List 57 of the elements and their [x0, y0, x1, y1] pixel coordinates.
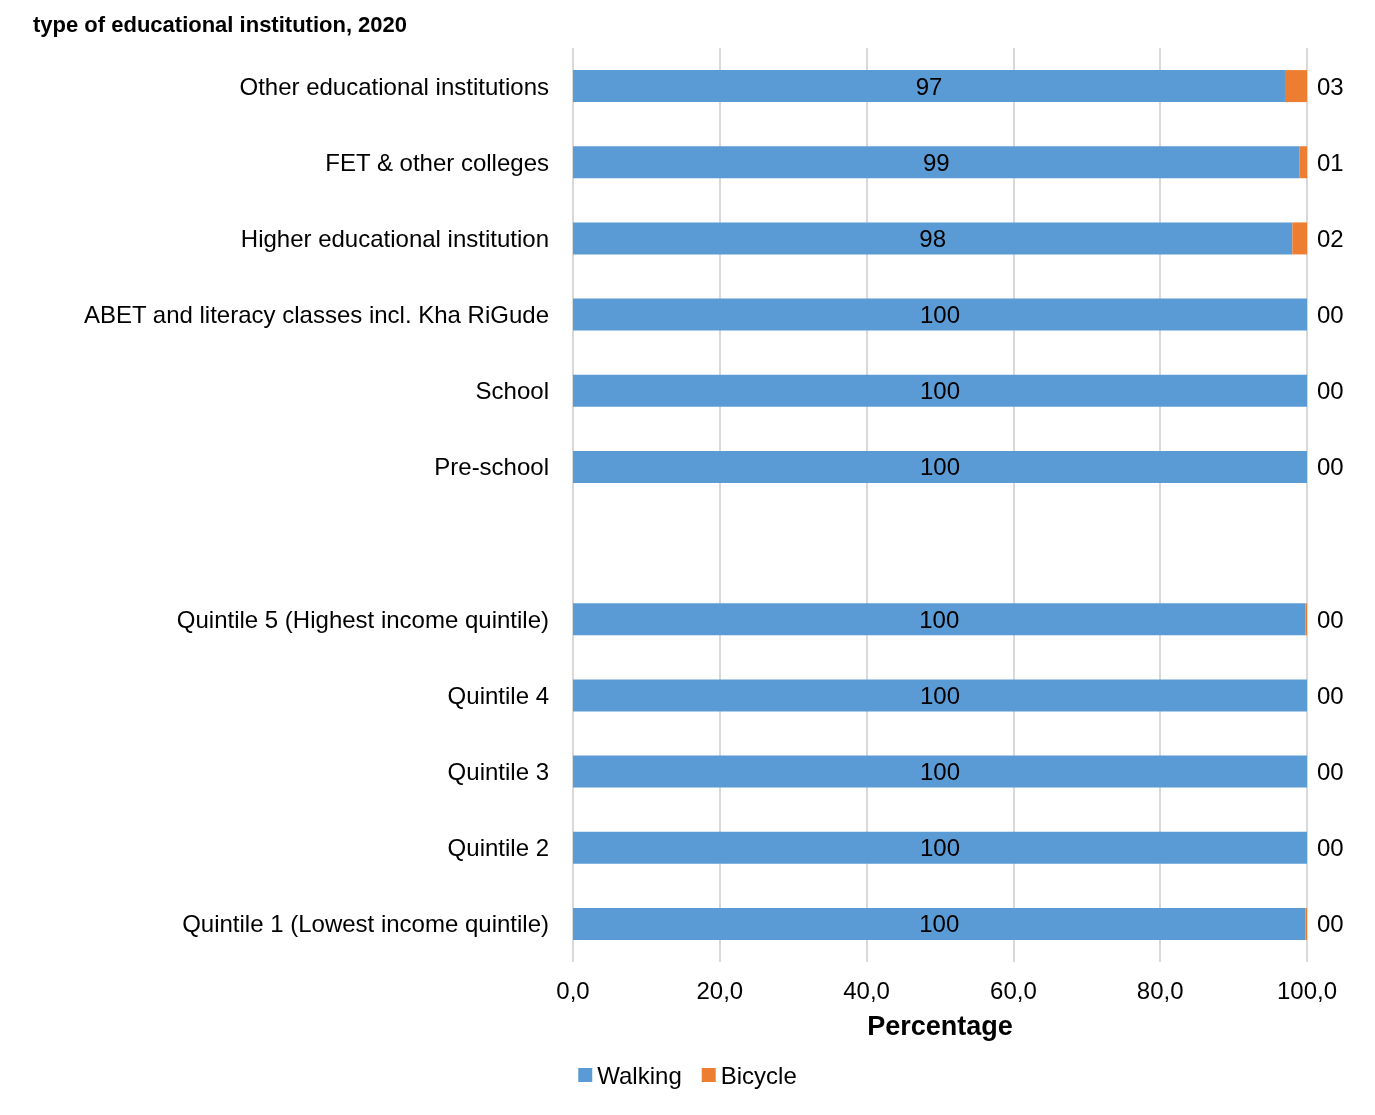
data-label: 00 — [1317, 453, 1344, 481]
bar — [573, 222, 1293, 255]
bar — [573, 907, 1306, 940]
bar — [573, 146, 1300, 179]
data-label: 100 — [919, 605, 960, 633]
bar — [573, 450, 1307, 483]
bar — [573, 70, 1285, 103]
data-label: 100 — [919, 453, 961, 481]
y-tick-label: School — [475, 377, 549, 405]
data-label: 97 — [915, 72, 943, 100]
data-label: 00 — [1317, 834, 1344, 862]
data-label: 00 — [1317, 758, 1344, 786]
x-tick-label: 20,0 — [696, 976, 744, 1004]
data-label: 100 — [919, 758, 961, 786]
bar — [573, 603, 1306, 636]
x-tick-label: 100,0 — [1276, 976, 1338, 1004]
bar — [1284, 70, 1307, 103]
data-label: 98 — [919, 224, 947, 252]
bar — [573, 374, 1307, 407]
y-tick-label: ABET and literacy classes incl. Kha RiGude — [83, 301, 549, 329]
data-label: 100 — [919, 301, 961, 329]
x-axis-title: Percentage — [867, 1010, 1013, 1041]
data-label: 00 — [1317, 377, 1344, 405]
y-tick-label: Quintile 5 (Highest income quintile) — [176, 605, 549, 633]
x-tick-label: 40,0 — [843, 976, 890, 1004]
data-label: 100 — [919, 681, 961, 709]
x-tick-label: 80,0 — [1136, 976, 1184, 1004]
data-label: 00 — [1317, 681, 1344, 709]
legend-label: Walking — [597, 1061, 682, 1089]
bar — [573, 298, 1307, 331]
y-tick-label: Other educational institutions — [239, 72, 549, 100]
data-label: 00 — [1317, 910, 1344, 938]
data-label: 99 — [922, 148, 950, 176]
data-label: 03 — [1317, 72, 1344, 100]
y-tick-label: Quintile 2 — [447, 834, 549, 862]
y-tick-label: Pre-school — [434, 453, 549, 481]
bar — [1292, 222, 1307, 255]
data-label: 100 — [919, 910, 960, 938]
bar — [1299, 146, 1307, 179]
bar — [573, 679, 1307, 712]
data-label: 01 — [1317, 148, 1344, 176]
y-tick-label: FET & other colleges — [325, 148, 549, 176]
x-tick-label: 0,0 — [556, 976, 590, 1004]
text: type of educational institution, 2020 — [33, 11, 408, 37]
bar — [573, 755, 1307, 788]
data-label: 100 — [919, 377, 961, 405]
y-tick-label: Quintile 3 — [447, 758, 549, 786]
data-label: 00 — [1317, 301, 1344, 329]
legend-label: Bicycle — [720, 1061, 797, 1089]
data-label: 02 — [1317, 224, 1344, 252]
y-tick-label: Quintile 1 (Lowest income quintile) — [182, 910, 549, 938]
data-label: 100 — [919, 834, 961, 862]
x-tick-label: 60,0 — [990, 976, 1037, 1004]
y-tick-label: Higher educational institution — [240, 224, 549, 252]
bar — [573, 831, 1307, 864]
data-label: 00 — [1317, 605, 1344, 633]
y-tick-label: Quintile 4 — [447, 681, 549, 709]
